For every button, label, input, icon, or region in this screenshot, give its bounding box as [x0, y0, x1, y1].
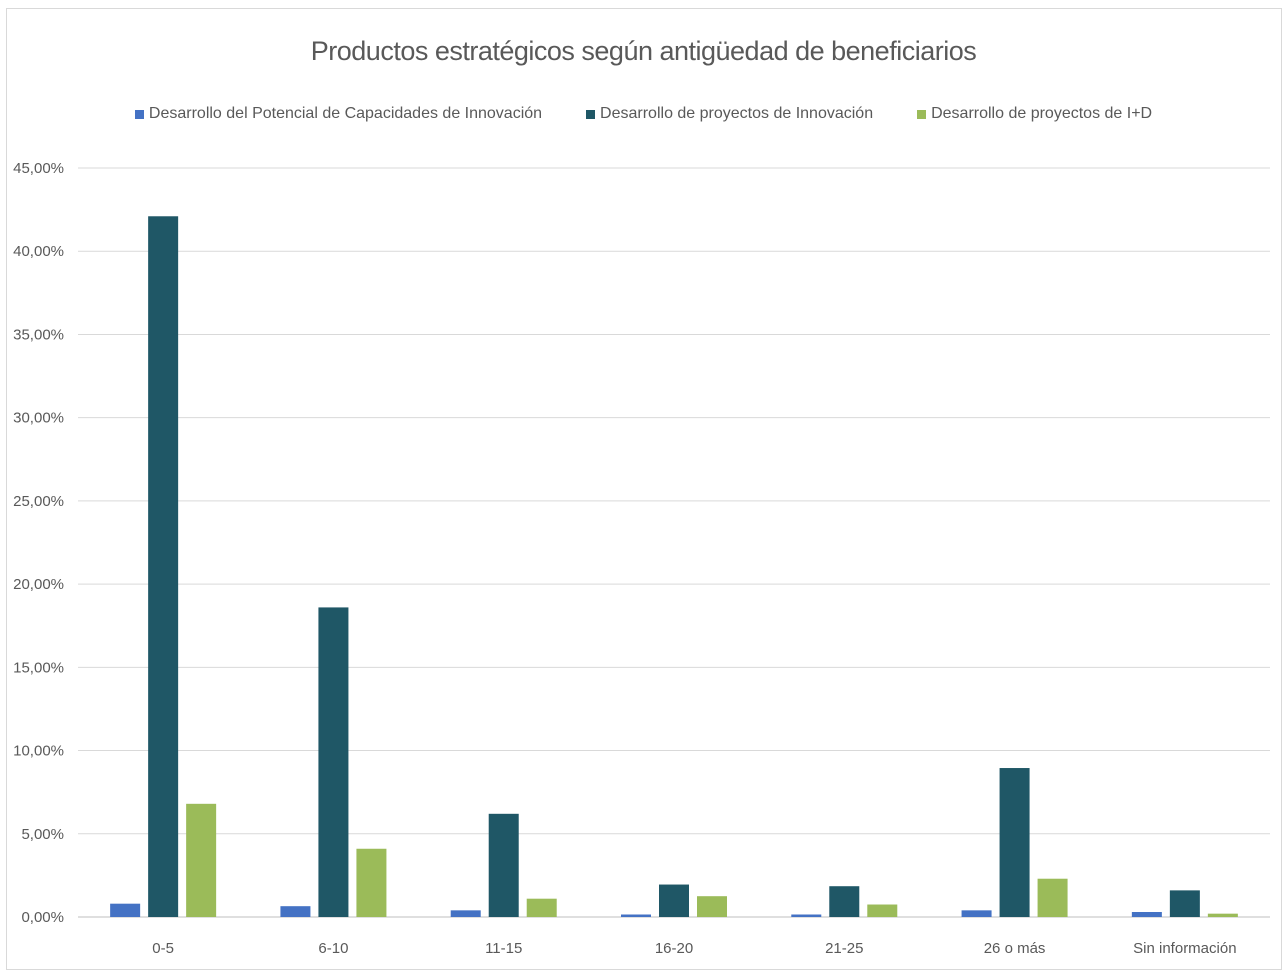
x-tick-label: 6-10	[318, 940, 348, 957]
x-tick-label: 0-5	[152, 940, 174, 957]
bar	[829, 886, 860, 917]
bar	[356, 848, 387, 917]
bar	[961, 910, 992, 917]
x-tick-label: 11-15	[485, 940, 522, 957]
legend-item-series-2: Desarrollo de proyectos de Innovación	[586, 105, 873, 123]
bar	[488, 813, 519, 917]
legend-label-series-3: Desarrollo de proyectos de I+D	[931, 105, 1153, 122]
y-tick-label: 15,00%	[13, 659, 64, 676]
y-tick-label: 45,00%	[13, 160, 64, 177]
bar	[186, 803, 217, 917]
y-tick-label: 40,00%	[13, 243, 64, 260]
bar	[791, 914, 822, 917]
x-tick-label: 26 o más	[984, 940, 1046, 957]
bar	[697, 896, 727, 917]
bar	[318, 607, 349, 917]
x-tick-label: Sin información	[1133, 940, 1236, 957]
bar	[1207, 913, 1238, 917]
bar	[526, 898, 557, 917]
y-tick-label: 0,00%	[21, 909, 64, 926]
bar	[867, 904, 898, 917]
legend-label-series-2: Desarrollo de proyectos de Innovación	[600, 105, 874, 122]
legend-swatch-series-2	[586, 109, 596, 119]
x-tick-label: 21-25	[825, 940, 863, 957]
legend-label-series-1: Desarrollo del Potencial de Capacidades …	[148, 105, 543, 122]
x-tick-label: 16-20	[655, 940, 693, 957]
bar	[110, 903, 141, 917]
legend-swatch-series-3	[917, 109, 927, 119]
y-tick-label: 30,00%	[13, 410, 64, 427]
bar	[1169, 890, 1200, 917]
bar	[280, 906, 311, 917]
y-tick-label: 20,00%	[13, 576, 64, 593]
legend-swatch-series-1	[134, 109, 144, 119]
legend-item-series-3: Desarrollo de proyectos de I+D	[917, 105, 1152, 123]
bar	[1131, 912, 1162, 917]
legend-item-series-1: Desarrollo del Potencial de Capacidades …	[134, 105, 543, 123]
bar	[1037, 878, 1068, 917]
bar	[621, 914, 651, 917]
y-tick-label: 10,00%	[13, 743, 64, 760]
bar	[148, 216, 179, 917]
y-tick-label: 5,00%	[21, 826, 64, 843]
bar	[659, 884, 689, 917]
y-tick-label: 35,00%	[13, 326, 64, 343]
bar	[999, 768, 1030, 917]
y-tick-label: 25,00%	[13, 493, 64, 510]
bar	[450, 910, 481, 917]
chart-legend: Desarrollo del Potencial de Capacidades …	[0, 105, 1287, 123]
chart-title: Productos estratégicos según antigüedad …	[310, 36, 977, 66]
